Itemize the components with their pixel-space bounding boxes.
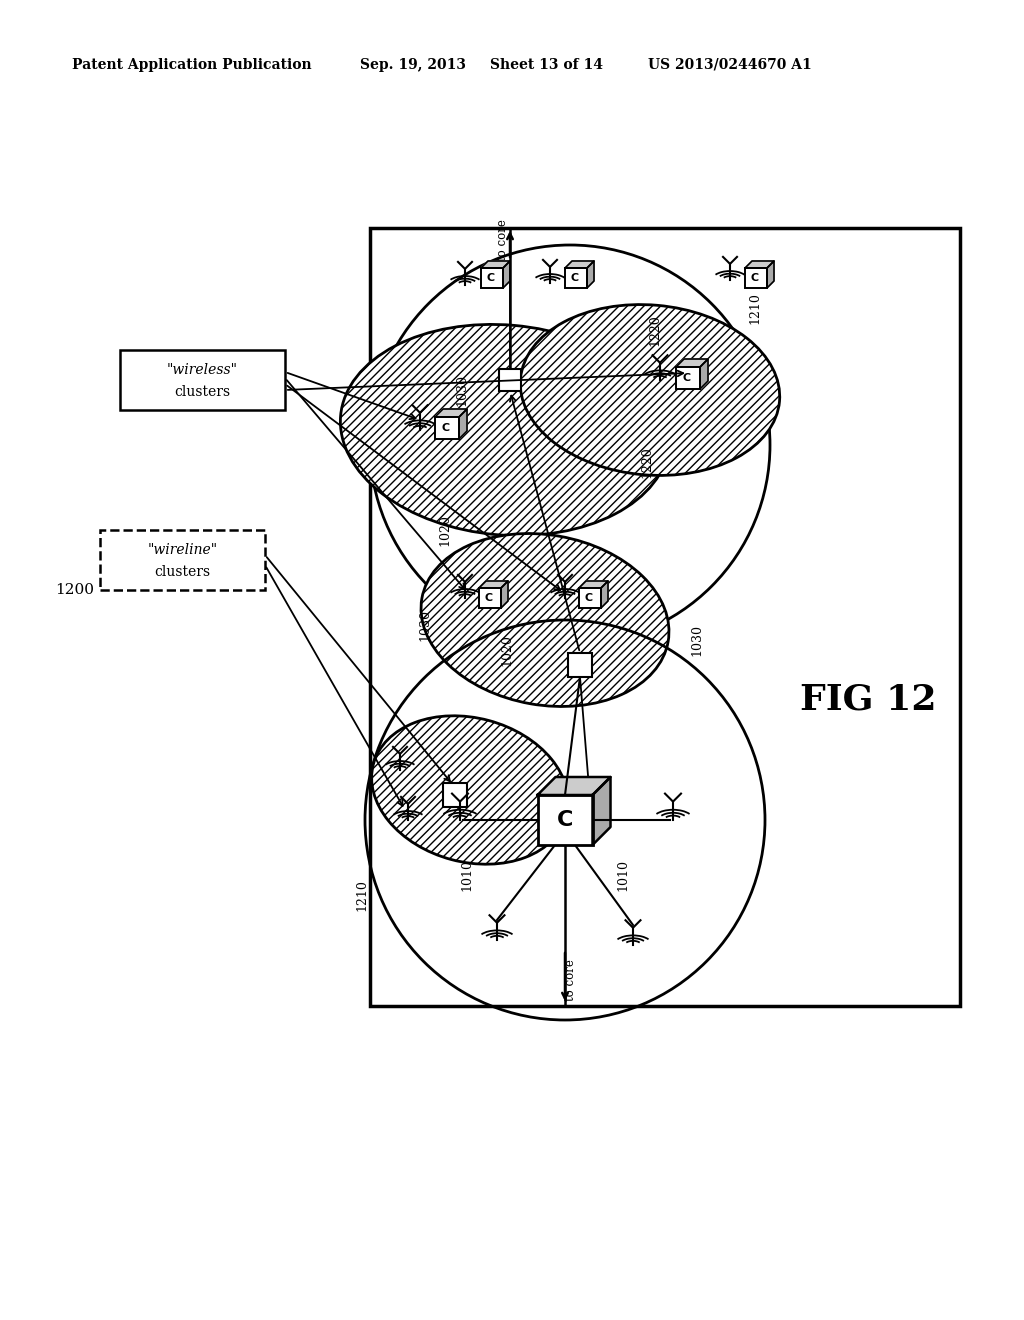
Bar	[370, 228, 961, 1006]
Polygon shape	[593, 777, 610, 845]
Polygon shape	[676, 359, 708, 367]
Text: 1220: 1220	[648, 314, 662, 346]
Polygon shape	[538, 777, 610, 795]
Polygon shape	[479, 581, 508, 587]
Ellipse shape	[340, 325, 670, 536]
Text: C: C	[557, 810, 573, 830]
Polygon shape	[435, 409, 467, 417]
Bar	[568, 653, 592, 677]
Text: 1220: 1220	[467, 820, 480, 851]
Polygon shape	[459, 409, 467, 440]
Text: to core: to core	[563, 960, 577, 1001]
Bar	[435, 417, 459, 440]
Text: 1200: 1200	[55, 583, 94, 597]
Text: 1010: 1010	[616, 859, 629, 891]
Text: Patent Application Publication: Patent Application Publication	[72, 58, 311, 73]
Ellipse shape	[520, 305, 779, 475]
Text: 1030: 1030	[455, 374, 468, 407]
Polygon shape	[579, 581, 608, 587]
Polygon shape	[481, 261, 510, 268]
Text: Sep. 19, 2013: Sep. 19, 2013	[360, 58, 466, 73]
Polygon shape	[601, 581, 608, 609]
Text: C: C	[585, 593, 593, 603]
Text: 1010: 1010	[460, 859, 473, 891]
Bar	[481, 268, 503, 288]
Polygon shape	[501, 581, 508, 609]
Text: C: C	[571, 273, 579, 282]
Bar	[443, 783, 467, 807]
Polygon shape	[503, 261, 510, 288]
Ellipse shape	[421, 533, 669, 706]
Text: C: C	[442, 422, 451, 433]
Bar	[538, 795, 593, 845]
Text: 1220: 1220	[640, 446, 653, 478]
Text: C: C	[487, 273, 495, 282]
Text: 1210: 1210	[748, 292, 761, 323]
Text: C: C	[751, 273, 759, 282]
Text: 1210: 1210	[355, 879, 368, 911]
Bar	[100, 531, 265, 590]
Ellipse shape	[372, 715, 568, 865]
Text: FIG 12: FIG 12	[800, 682, 937, 717]
Text: "wireline": "wireline"	[147, 543, 217, 557]
Text: 1030: 1030	[418, 609, 431, 642]
Text: C: C	[485, 593, 494, 603]
Text: clusters: clusters	[155, 565, 211, 579]
Polygon shape	[767, 261, 774, 288]
Text: 1020: 1020	[438, 513, 451, 546]
Polygon shape	[700, 359, 708, 389]
Bar	[499, 370, 521, 391]
Text: "wireless": "wireless"	[167, 363, 238, 378]
Text: 1030: 1030	[690, 624, 703, 656]
Bar	[565, 268, 587, 288]
Bar	[479, 587, 501, 609]
Text: to core: to core	[496, 219, 509, 261]
Polygon shape	[587, 261, 594, 288]
Text: clusters: clusters	[174, 385, 230, 399]
Polygon shape	[745, 261, 774, 268]
Polygon shape	[565, 261, 594, 268]
Bar	[676, 367, 700, 389]
Text: C: C	[683, 374, 691, 383]
Bar	[579, 587, 601, 609]
Text: 1020: 1020	[500, 634, 513, 665]
Text: Sheet 13 of 14: Sheet 13 of 14	[490, 58, 603, 73]
Text: US 2013/0244670 A1: US 2013/0244670 A1	[648, 58, 812, 73]
Bar	[120, 350, 285, 411]
Bar	[745, 268, 767, 288]
